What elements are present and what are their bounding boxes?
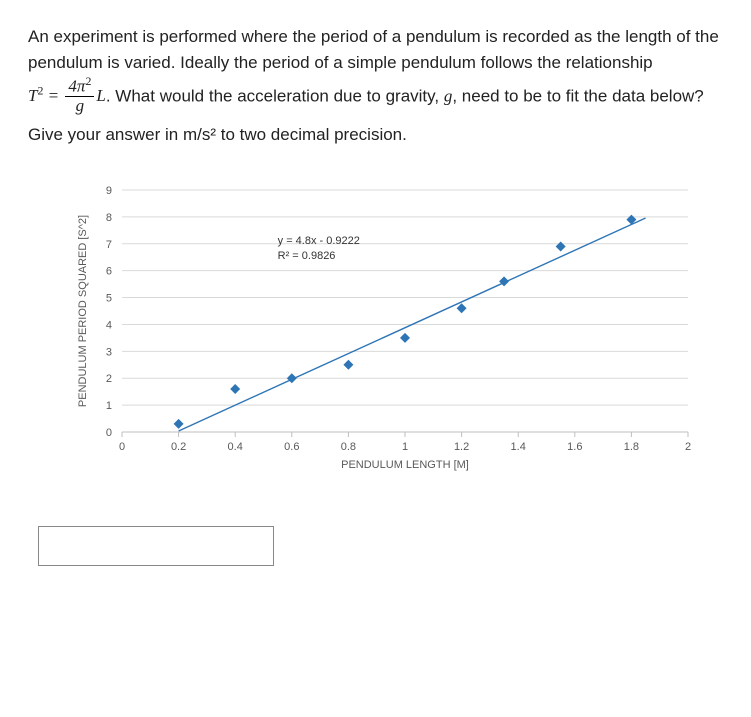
- svg-text:PENDULUM LENGTH [M]: PENDULUM LENGTH [M]: [341, 459, 469, 471]
- formula: T2 = 4π2gL: [28, 86, 106, 105]
- svg-text:PENDULUM PERIOD SQUARED [S^2]: PENDULUM PERIOD SQUARED [S^2]: [77, 215, 89, 407]
- svg-text:R² = 0.9826: R² = 0.9826: [278, 250, 336, 262]
- scatter-chart: 0 1 2 3 4 5 6 7 8 9 0 0.2 0.4 0.6 0.8 1 1.2 1.4 1.6 1.8 2 PEN…: [68, 176, 723, 484]
- svg-text:9: 9: [106, 185, 112, 197]
- svg-text:3: 3: [106, 346, 112, 358]
- svg-text:2: 2: [685, 441, 691, 453]
- svg-text:1: 1: [402, 441, 408, 453]
- svg-text:2: 2: [106, 373, 112, 385]
- question-paragraph-1: An experiment is performed where the per…: [28, 24, 723, 118]
- answer-input[interactable]: [38, 526, 274, 566]
- question-paragraph-2: Give your answer in m/s² to two decimal …: [28, 122, 723, 148]
- svg-text:0: 0: [119, 441, 125, 453]
- svg-text:1.8: 1.8: [624, 441, 639, 453]
- q-text-2: . What would the acceleration due to gra…: [106, 86, 444, 105]
- svg-text:0.8: 0.8: [341, 441, 356, 453]
- svg-text:0: 0: [106, 427, 112, 439]
- svg-text:0.4: 0.4: [228, 441, 243, 453]
- svg-text:0.2: 0.2: [171, 441, 186, 453]
- svg-text:7: 7: [106, 239, 112, 251]
- svg-text:8: 8: [106, 212, 112, 224]
- svg-text:y = 4.8x - 0.9222: y = 4.8x - 0.9222: [278, 235, 360, 247]
- svg-text:0.6: 0.6: [284, 441, 299, 453]
- chart-svg: 0 1 2 3 4 5 6 7 8 9 0 0.2 0.4 0.6 0.8 1 1.2 1.4 1.6 1.8 2 PEN…: [68, 176, 708, 476]
- svg-text:4: 4: [106, 320, 112, 332]
- svg-text:1: 1: [106, 400, 112, 412]
- q-text-3: , need to be to fit the data below?: [452, 86, 703, 105]
- svg-text:1.6: 1.6: [567, 441, 582, 453]
- svg-text:5: 5: [106, 293, 112, 305]
- svg-text:1.2: 1.2: [454, 441, 469, 453]
- svg-text:1.4: 1.4: [511, 441, 526, 453]
- q-text-1: An experiment is performed where the per…: [28, 27, 719, 72]
- svg-text:6: 6: [106, 266, 112, 278]
